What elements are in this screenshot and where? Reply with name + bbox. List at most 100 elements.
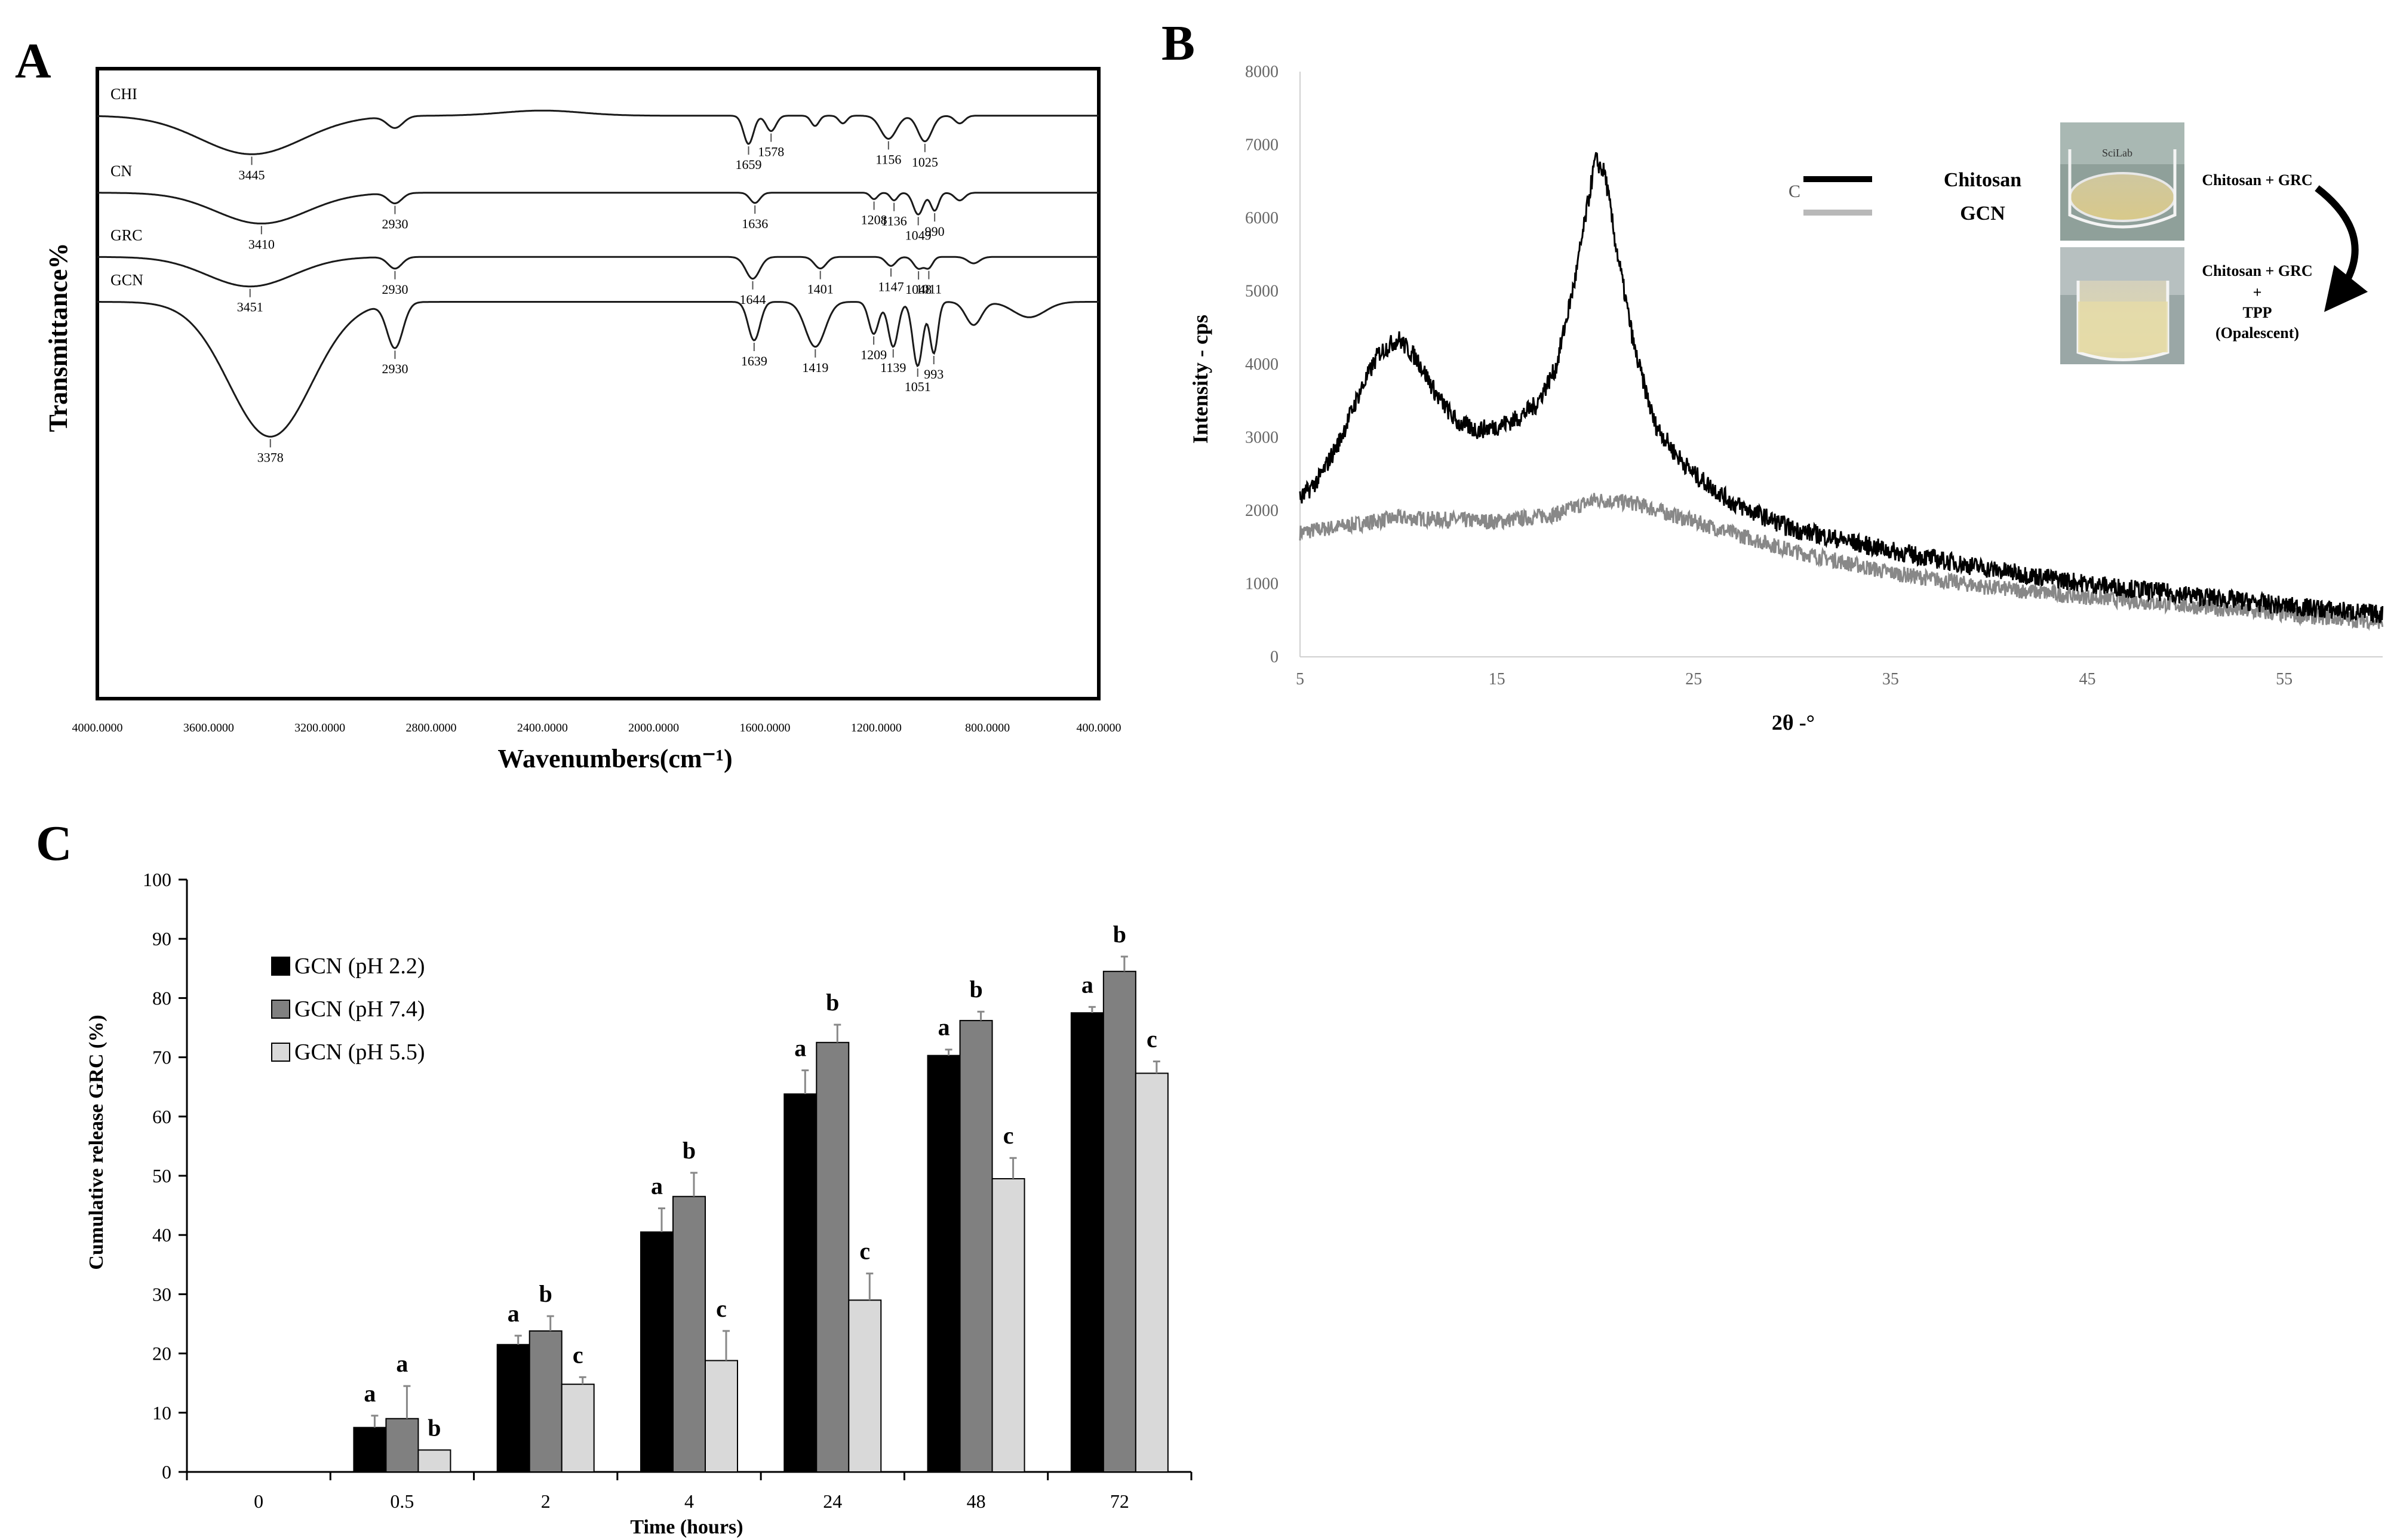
release-bar (705, 1360, 738, 1473)
ftir-line-gcn (97, 301, 1099, 438)
release-y-tick-label: 100 (143, 869, 171, 890)
ftir-x-tick-label: 400.0000 (1077, 721, 1121, 734)
beaker-photo-bottom (2060, 247, 2184, 364)
release-x-tick-label: 72 (1110, 1490, 1129, 1512)
legend-swatch-ph22 (271, 957, 290, 976)
legend-label-ph22: GCN (pH 2.2) (294, 954, 425, 979)
release-legend: GCN (pH 2.2) GCN (pH 7.4) GCN (pH 5.5) (271, 954, 425, 1065)
release-x-tick-label: 24 (823, 1490, 842, 1512)
xrd-y-tick-label: 4000 (1245, 355, 1279, 374)
inset-bottom-label-3: TPP (2242, 304, 2272, 321)
xrd-x-tick-label: 15 (1489, 670, 1505, 688)
ftir-peak-label: 2930 (382, 282, 408, 297)
release-y-tick-label: 0 (162, 1461, 171, 1483)
release-bar (528, 1330, 563, 1473)
release-significance-letter: c (1003, 1122, 1014, 1149)
release-bar (1135, 1072, 1169, 1473)
release-x-tick-label: 4 (684, 1490, 694, 1512)
release-significance-letter: c (1147, 1026, 1157, 1053)
release-x-axis-title: Time (hours) (630, 1516, 743, 1538)
ftir-peak-label: 1011 (916, 282, 942, 297)
release-significance-letter: b (969, 976, 982, 1003)
release-bar (848, 1299, 882, 1473)
release-x-tick-label: 0.5 (390, 1490, 414, 1512)
xrd-x-tick-label: 5 (1296, 670, 1304, 688)
xrd-y-tick-label: 6000 (1245, 209, 1279, 228)
release-significance-letter: a (1081, 971, 1093, 998)
ftir-line-cn (97, 192, 1099, 225)
release-x-tick-label: 2 (541, 1490, 551, 1512)
ftir-peak-label: 1636 (742, 216, 768, 231)
panel-b-letter: B (1161, 16, 1195, 71)
legend-label-ph74: GCN (pH 7.4) (294, 997, 425, 1022)
ftir-x-tick-label: 1200.0000 (851, 721, 902, 734)
release-significance-letter: c (859, 1238, 870, 1265)
release-bar (640, 1231, 674, 1473)
ftir-plot-frame (96, 67, 1101, 700)
release-significance-letter: a (651, 1173, 663, 1200)
xrd-axes: 0 1000 2000 3000 4000 5000 6000 7000 8000 5 15 25 35… (1245, 63, 2383, 688)
legend-stub-glyph: C (1789, 182, 1800, 201)
release-significance-letter: a (364, 1380, 376, 1407)
panel-b: B 0 1000 2000 3000 4000 5000 6000 7000 8000 5 15 25… (1161, 16, 2384, 734)
xrd-y-tick-label: 2000 (1245, 502, 1279, 520)
ftir-peak-label: 1639 (741, 354, 767, 368)
release-bar (1070, 1012, 1104, 1473)
ftir-peak-label: 1208 (861, 213, 887, 228)
ftir-peak-label: 1209 (861, 347, 887, 362)
release-bar (353, 1427, 387, 1473)
xrd-patterns (1299, 152, 2384, 631)
ftir-x-tick-label: 3200.0000 (294, 721, 345, 734)
ftir-series-label: GCN (110, 272, 143, 289)
xrd-y-tick-label: 3000 (1245, 429, 1279, 447)
ftir-peak-label: 3451 (237, 300, 263, 315)
ftir-x-tick-label: 3600.0000 (183, 721, 234, 734)
xrd-line-gcn (1299, 493, 2384, 631)
release-significance-letter: b (428, 1414, 441, 1441)
release-y-tick-label: 90 (152, 928, 171, 949)
xrd-x-tick-label: 45 (2079, 670, 2096, 688)
ftir-x-tick-label: 2800.0000 (406, 721, 457, 734)
release-x-tick-label: 0 (254, 1490, 263, 1512)
ftir-x-tick-label: 4000.0000 (72, 721, 123, 734)
ftir-peak-label: 1578 (758, 145, 784, 159)
ftir-line-chi (97, 109, 1099, 155)
legend-label-ph55: GCN (pH 5.5) (294, 1040, 425, 1065)
ftir-peak-label: 3410 (248, 236, 275, 251)
panel-a-letter: A (15, 33, 51, 89)
release-bar (783, 1093, 818, 1473)
release-y-tick-label: 50 (152, 1165, 171, 1186)
release-significance-letter: c (573, 1341, 583, 1368)
xrd-y-tick-label: 7000 (1245, 136, 1279, 155)
release-bar (385, 1418, 419, 1473)
ftir-peak-label: 1048 (905, 282, 932, 297)
release-bar (672, 1195, 706, 1473)
inset-curved-arrow (2315, 185, 2368, 312)
xrd-x-tick-label: 25 (1685, 670, 1702, 688)
release-y-tick-label: 40 (152, 1224, 171, 1246)
xrd-x-tick-label: 55 (2276, 670, 2293, 688)
ftir-peak-label: 1401 (807, 282, 834, 297)
release-bar (561, 1384, 595, 1473)
release-bar (816, 1041, 850, 1473)
release-significance-letter: b (826, 989, 839, 1016)
release-significance-letter: a (794, 1034, 806, 1061)
ftir-peak-label: 993 (924, 367, 944, 382)
panel-c-letter: C (36, 816, 72, 871)
ftir-line-grc (97, 256, 1099, 288)
xrd-x-axis-title: 2θ -° (1772, 711, 1815, 734)
release-y-tick-label: 70 (152, 1047, 171, 1068)
ftir-peak-label: 1659 (736, 157, 762, 172)
ftir-peak-label: 1156 (875, 152, 901, 167)
ftir-peak-label: 1147 (878, 279, 904, 294)
release-bar (991, 1178, 1025, 1473)
inset-bottom-label-1: Chitosan + GRC (2202, 262, 2312, 279)
xrd-y-axis-title: Intensity - cps (1188, 315, 1212, 444)
xrd-x-tick-label: 35 (1882, 670, 1899, 688)
release-x-tick-label: 48 (967, 1490, 986, 1512)
